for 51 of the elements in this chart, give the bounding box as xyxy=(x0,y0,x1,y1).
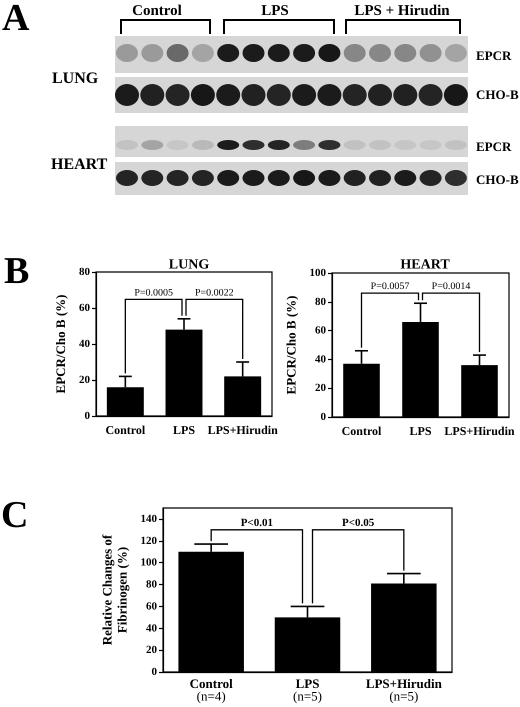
y-tick-label: 80 xyxy=(315,296,326,308)
x-tick-label: Control (n=4) xyxy=(190,676,234,704)
y-tick-label: 0 xyxy=(84,410,90,422)
chart-title: LUNG xyxy=(168,258,210,272)
annotation: P=0.0005 xyxy=(134,287,174,298)
x-tick-label: Control xyxy=(342,424,382,438)
y-tick-label: 0 xyxy=(320,411,326,423)
x-tick-label: LPS (n=5) xyxy=(293,676,322,704)
x-tick-label: LPS+Hirudin xyxy=(208,423,278,437)
y-tick-label: 40 xyxy=(146,622,158,634)
y-tick-label: 60 xyxy=(79,302,90,314)
y-tick-label: 20 xyxy=(146,644,158,656)
text: B xyxy=(4,250,30,292)
x-tick-label: LPS xyxy=(172,423,196,437)
annotation: P<0.05 xyxy=(342,516,375,529)
annotation: P<0.01 xyxy=(240,516,273,529)
y-tick-label: 60 xyxy=(315,324,326,337)
text: CHO-B xyxy=(476,172,519,187)
y-tick-label: 20 xyxy=(315,382,326,394)
chart-title: HEART xyxy=(400,258,450,272)
y-tick-label: 80 xyxy=(146,578,158,591)
y-tick-label: 40 xyxy=(315,353,326,366)
annotation: P=0.0022 xyxy=(194,287,234,298)
y-axis-title: EPCR/Cho B (%) xyxy=(284,296,299,394)
y-axis-title: EPCR/Cho B (%) xyxy=(53,294,68,394)
annotation: P=0.0057 xyxy=(370,281,410,292)
text: A xyxy=(2,0,30,39)
y-tick-label: 80 xyxy=(79,266,90,278)
y-tick-label: 100 xyxy=(310,267,326,279)
x-tick-label: Control xyxy=(105,423,146,437)
y-tick-label: 60 xyxy=(146,600,158,612)
text: EPCR xyxy=(476,139,512,154)
y-tick-label: 20 xyxy=(79,374,90,386)
y-tick-label: 0 xyxy=(152,666,158,678)
text: CHO-B xyxy=(476,87,519,102)
x-tick-label: LPS xyxy=(409,424,432,438)
text: HEART xyxy=(51,156,108,173)
x-tick-label: LPS+Hirudin (n=5) xyxy=(366,676,443,704)
y-tick-label: 100 xyxy=(140,556,158,569)
y-tick-label: 140 xyxy=(140,512,158,525)
annotation: P=0.0014 xyxy=(432,281,470,292)
text: C xyxy=(1,494,28,536)
x-tick-label: LPS+Hirudin xyxy=(444,424,515,438)
y-axis-title: Relative Changes of Fibrinogen (%) xyxy=(100,534,130,646)
text: LUNG xyxy=(52,70,99,87)
text: LPS xyxy=(261,3,289,19)
text: LPS + Hirudin xyxy=(354,3,450,19)
y-tick-label: 120 xyxy=(140,534,158,547)
text: EPCR xyxy=(476,48,512,63)
text: Control xyxy=(132,3,182,19)
y-tick-label: 40 xyxy=(79,338,90,350)
